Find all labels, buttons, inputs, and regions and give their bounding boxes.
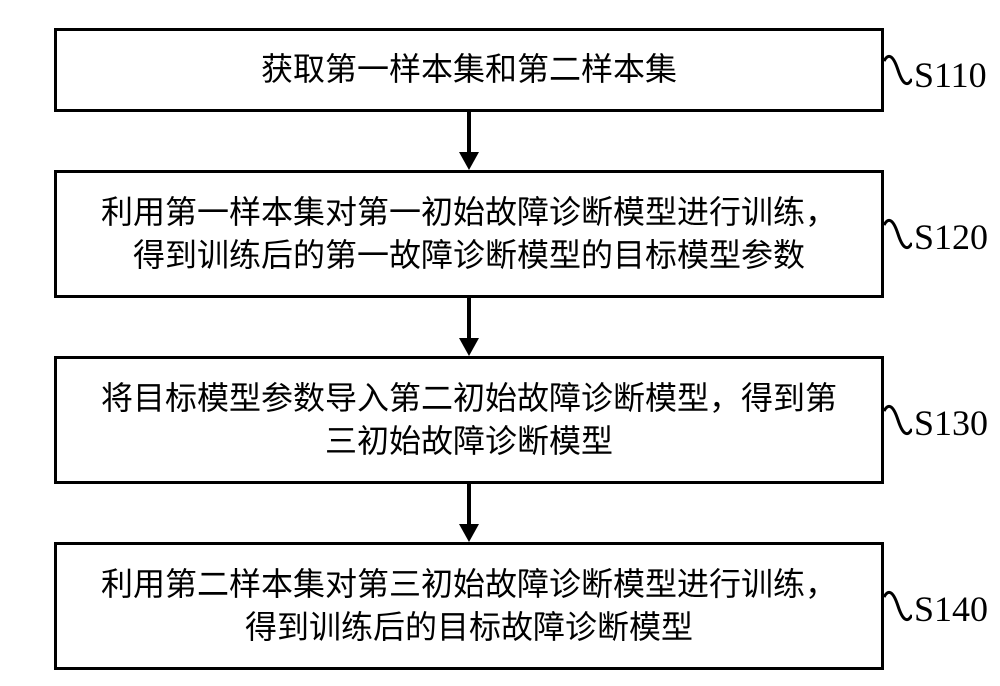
connector-s130 [884,402,912,438]
step-label-s140: S140 [914,588,988,630]
flow-box-s110: 获取第一样本集和第二样本集 [54,28,884,112]
step-label-s110: S110 [914,54,987,96]
flow-box-text-s140: 利用第二样本集对第三初始故障诊断模型进行训练， 得到训练后的目标故障诊断模型 [101,563,837,649]
connector-s110 [884,52,912,88]
flow-box-text-s120: 利用第一样本集对第一初始故障诊断模型进行训练， 得到训练后的第一故障诊断模型的目… [101,191,837,277]
flow-box-s120: 利用第一样本集对第一初始故障诊断模型进行训练， 得到训练后的第一故障诊断模型的目… [54,170,884,298]
flow-box-text-s110: 获取第一样本集和第二样本集 [261,48,677,91]
connector-s120 [884,216,912,252]
flow-box-s140: 利用第二样本集对第三初始故障诊断模型进行训练， 得到训练后的目标故障诊断模型 [54,542,884,670]
flow-box-text-s130: 将目标模型参数导入第二初始故障诊断模型，得到第 三初始故障诊断模型 [101,377,837,463]
flow-box-s130: 将目标模型参数导入第二初始故障诊断模型，得到第 三初始故障诊断模型 [54,356,884,484]
flowchart-canvas: 获取第一样本集和第二样本集利用第一样本集对第一初始故障诊断模型进行训练， 得到训… [0,0,1000,686]
step-label-s130: S130 [914,402,988,444]
step-label-s120: S120 [914,216,988,258]
connector-s140 [884,588,912,624]
